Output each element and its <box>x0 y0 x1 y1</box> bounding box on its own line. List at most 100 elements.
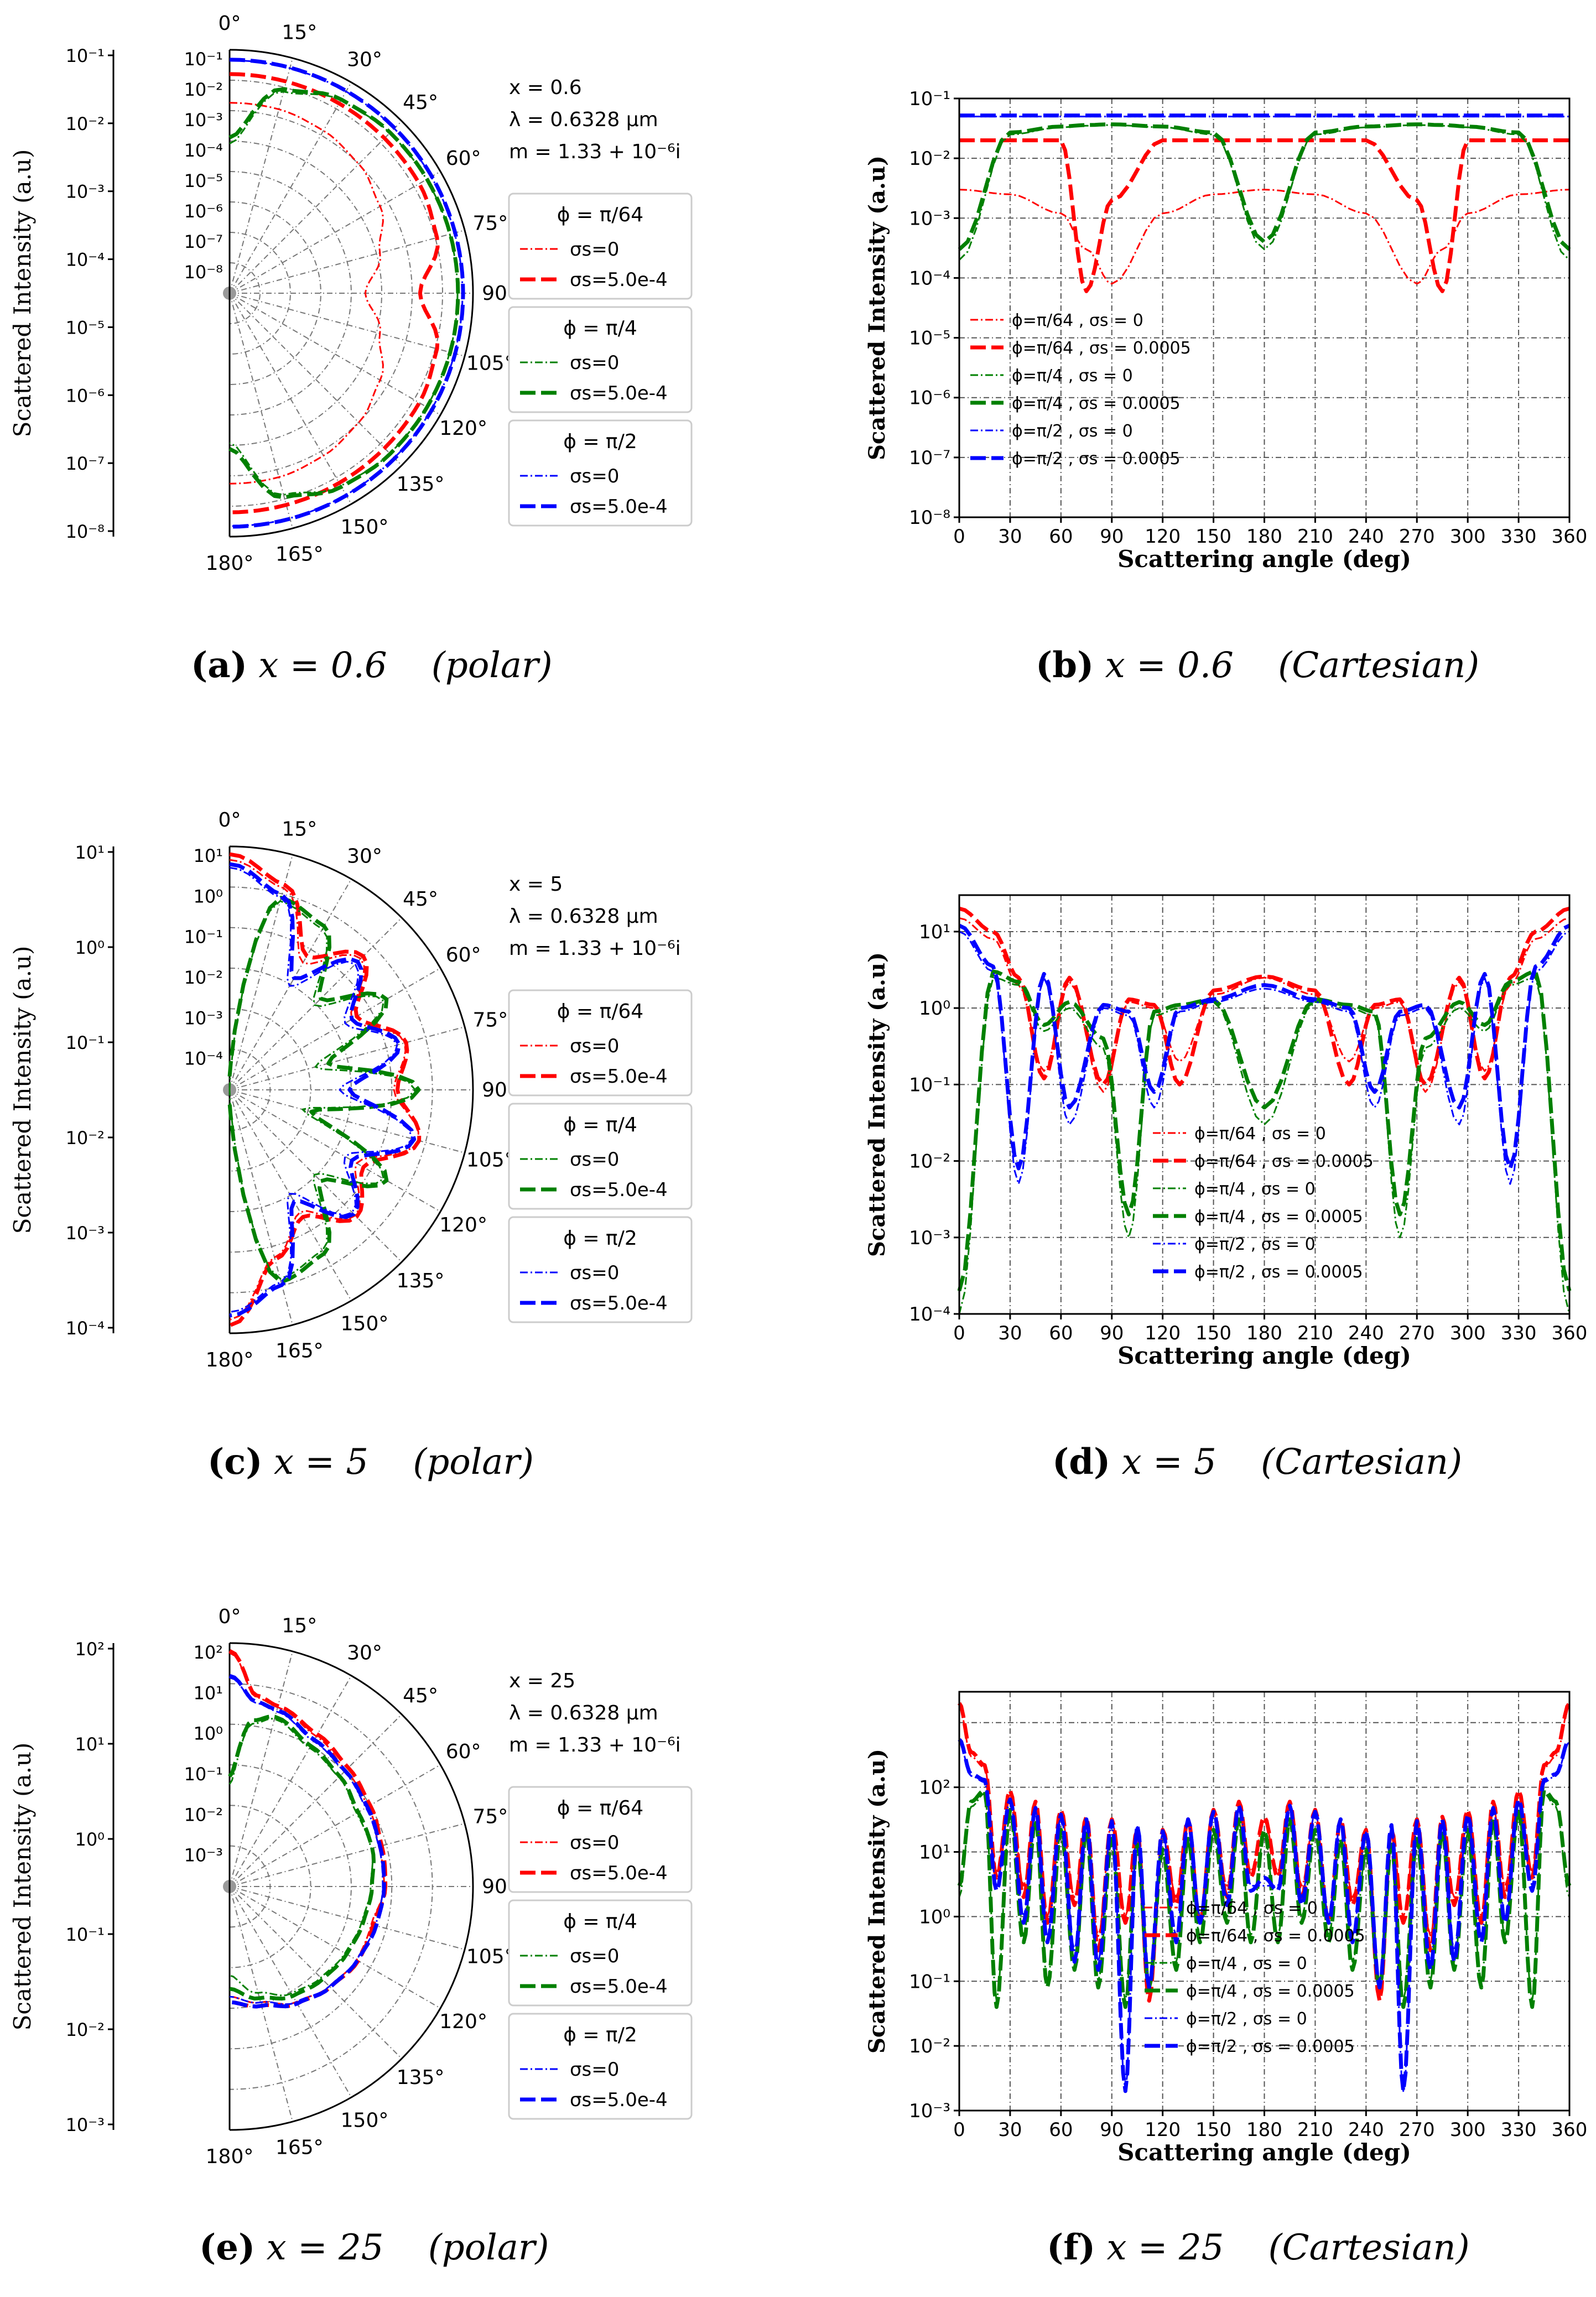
caption-kind: (Cartesian) <box>1268 2227 1470 2268</box>
x-tick-label: 210 <box>1297 1322 1333 1344</box>
cartesian-chart-f: 0 30 60 90 120 150 180 210 240 270 300 330 360 Scatte… <box>864 1691 1587 2166</box>
x-tick-label: 300 <box>1450 526 1486 548</box>
legend: ϕ = π/64 σs=0 σs=5.0e-4 ϕ = π/4 σs=0 σs=5.0e-… <box>508 989 693 1323</box>
angle-tick-label: 15° <box>282 1615 317 1638</box>
angle-tick-label: 180° <box>206 552 254 575</box>
legend-title: ϕ = π/64 <box>557 1000 643 1023</box>
polar-spoke <box>229 171 441 294</box>
polar-spoke <box>229 1886 352 2098</box>
legend-label: σs=0 <box>570 1832 619 1854</box>
angle-tick-label: 135° <box>397 2066 445 2089</box>
legend-box <box>508 306 693 413</box>
polar-spoke <box>229 1089 441 1212</box>
polar-panel-e: 0° 15° 30° 45° 60° 75° 90° 105° 120° 135° 150° 165°… <box>0 1593 798 2297</box>
y-tick-label: 10⁻² <box>909 148 950 170</box>
x-axis-title: Scattering angle (deg) <box>1117 1342 1411 1369</box>
angle-tick-label: 105° <box>466 1945 514 1968</box>
series-line <box>228 87 460 500</box>
y-tick-label: 10⁻¹ <box>909 88 950 110</box>
angle-tick-label: 165° <box>275 2136 324 2159</box>
series-group <box>228 1649 388 2009</box>
y-tick-label: 10¹ <box>919 921 950 943</box>
caption-label: (f) <box>1047 2227 1096 2268</box>
legend-label: ϕ=π/2 , σs = 0 <box>1186 2009 1307 2029</box>
y-tick-label: 10⁻⁴ <box>66 250 105 271</box>
radial-tick-label: 10⁰ <box>193 886 223 907</box>
y-tick-label: 10⁻¹ <box>66 45 105 66</box>
angle-tick-label: 0° <box>219 1605 241 1628</box>
y-tick-label: 10⁻⁴ <box>909 267 950 289</box>
angle-tick-label: 60° <box>446 944 481 966</box>
series-line <box>229 866 413 1313</box>
caption-kind: (polar) <box>428 2227 549 2268</box>
x-tick-label: 180 <box>1246 1322 1282 1344</box>
polar-frame <box>229 845 474 1334</box>
cartesian-panel-f: 0 30 60 90 120 150 180 210 240 270 300 330 360 Scatte… <box>798 1593 1596 2297</box>
polar-spoke <box>229 879 352 1090</box>
polar-ring <box>229 886 433 1293</box>
x-tick-label: 0 <box>953 1322 965 1344</box>
legend-label: σs=5.0e-4 <box>570 1066 668 1088</box>
x-tick-label: 90 <box>1100 526 1124 548</box>
angle-labels: 0° 15°30°45°60°75°90°105°120°135°150°165°… <box>206 12 517 575</box>
caption-f: (f) x = 25 (Cartesian) <box>1047 2227 1470 2268</box>
y-tick-label: 10¹ <box>919 1842 950 1864</box>
caption-math: x = 25 <box>1106 2227 1224 2268</box>
angle-tick-label: 30° <box>347 48 382 71</box>
cartesian-chart-b: 0 30 60 90 120 150 180 210 240 270 300 330 360 Scatte… <box>864 88 1587 573</box>
caption-label: (d) <box>1052 1441 1111 1483</box>
y-tick-label: 10⁻⁵ <box>66 317 105 338</box>
angle-tick-label: 120° <box>439 1214 487 1236</box>
legend-label: ϕ=π/4 , σs = 0.0005 <box>1186 1982 1355 2001</box>
x-axis: 0 30 60 90 120 150 180 210 240 270 300 330 360 Scatte… <box>953 517 1587 573</box>
caption-label: (c) <box>207 1441 263 1483</box>
y-tick-label: 10⁻² <box>909 1151 950 1173</box>
polar-spoke <box>229 917 402 1090</box>
series-line <box>228 1714 376 2001</box>
caption-kind: (polar) <box>413 1442 534 1483</box>
polar-spoke <box>229 1764 441 1887</box>
y-tick-label: 10⁻³ <box>909 207 950 230</box>
polar-spoke <box>229 293 465 357</box>
polar-spoke <box>229 1714 402 1887</box>
radial-tick-label: 10² <box>193 1642 223 1663</box>
series-line <box>229 862 417 1318</box>
polar-spoke <box>229 1823 465 1887</box>
polar-spoke <box>229 293 402 466</box>
legend-label: σs=0 <box>570 2059 619 2081</box>
x-tick-label: 240 <box>1348 1322 1384 1344</box>
y-tick-label: 10⁻¹ <box>909 1074 950 1096</box>
angle-tick-label: 75° <box>472 1009 508 1032</box>
polar-spoke <box>229 1089 352 1301</box>
angle-tick-label: 135° <box>397 473 445 496</box>
polar-spoke <box>229 293 441 415</box>
x-tick-label: 60 <box>1049 526 1073 548</box>
radial-tick-label: 10⁻³ <box>184 110 223 131</box>
polar-panel-c: 0° 15° 30° 45° 60° 75° 90° 105° 120° 135° 150° 165°… <box>0 797 798 1516</box>
series-line <box>229 859 419 1321</box>
legend-label: ϕ=π/4 , σs = 0.0005 <box>1012 394 1181 413</box>
annotation-line: x = 25 <box>509 1670 575 1692</box>
angle-tick-label: 150° <box>341 2109 389 2132</box>
x-tick-label: 120 <box>1145 1322 1181 1344</box>
radial-tick-label: 10⁻⁵ <box>184 170 223 191</box>
polar-grid <box>223 1643 474 2130</box>
x-tick-label: 150 <box>1195 2119 1231 2141</box>
legend-label: σs=5.0e-4 <box>570 1862 668 1884</box>
caption-label: (b) <box>1036 645 1094 686</box>
radial-tick-label: 10⁻⁷ <box>184 231 223 252</box>
y-tick-label: 10⁻² <box>66 2019 105 2040</box>
x-tick-label: 30 <box>998 2119 1022 2141</box>
polar-ring <box>229 968 352 1212</box>
series-group <box>958 113 1571 293</box>
annotation: x = 0.6 λ = 0.6328 μm m = 1.33 + 10⁻⁶i <box>509 76 681 163</box>
x-tick-label: 210 <box>1297 526 1333 548</box>
x-axis-title: Scattering angle (deg) <box>1117 2139 1411 2166</box>
legend-box <box>508 1216 693 1323</box>
polar-spoke <box>229 1089 465 1153</box>
x-tick-label: 330 <box>1501 526 1537 548</box>
y-tick-label: 10² <box>919 1777 950 1799</box>
angle-tick-label: 150° <box>341 516 389 539</box>
polar-ring <box>229 232 291 355</box>
polar-spoke <box>229 1089 402 1262</box>
